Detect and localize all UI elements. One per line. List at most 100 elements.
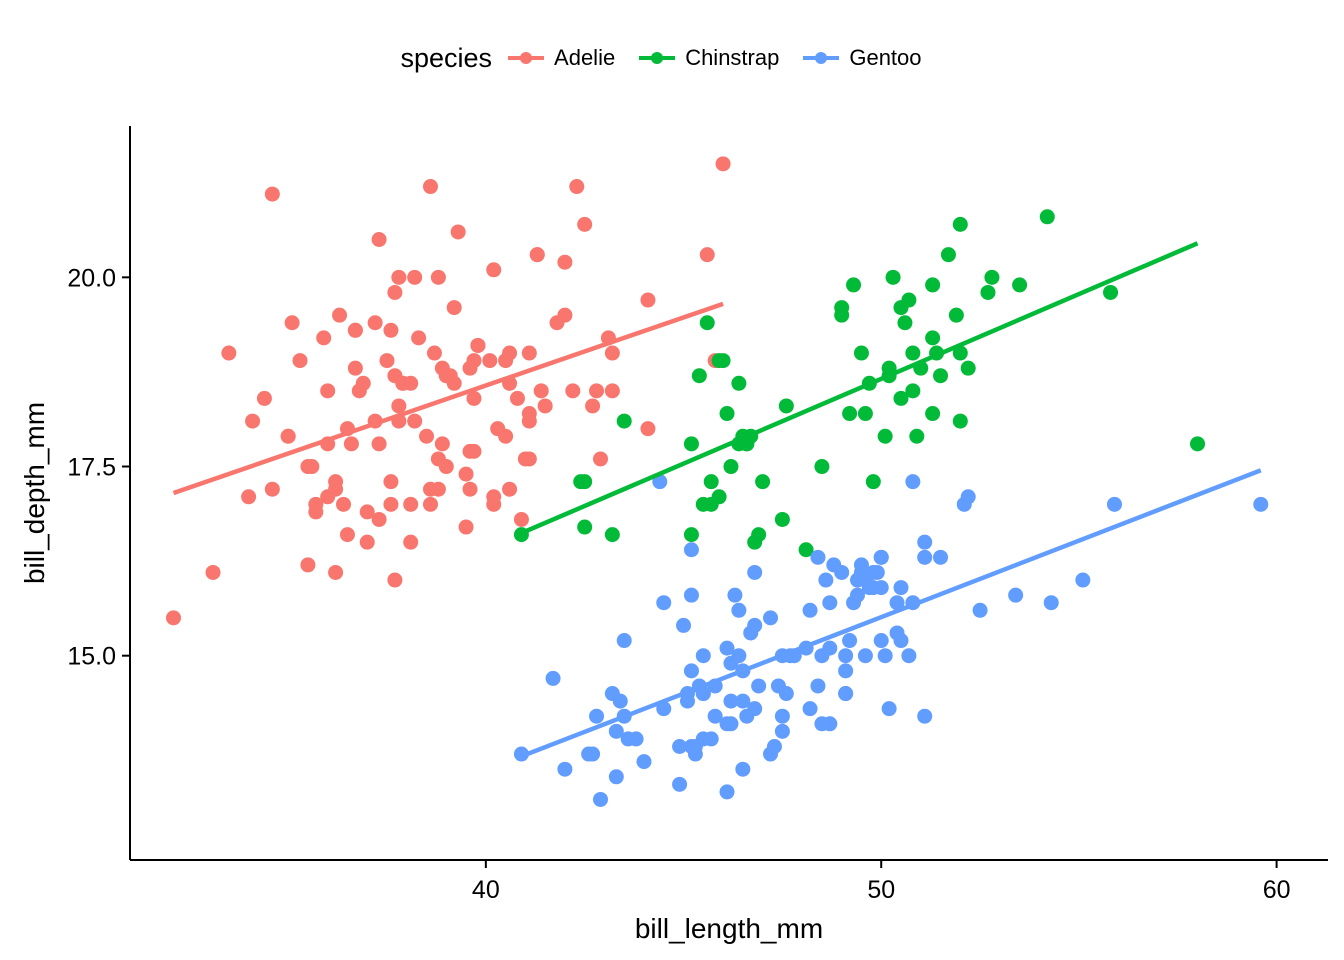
point-gentoo-73 <box>822 716 838 732</box>
point-adelie-119 <box>486 489 502 505</box>
point-gentoo-43 <box>727 587 743 603</box>
point-adelie-120 <box>438 368 454 384</box>
point-adelie-44 <box>387 284 403 300</box>
point-chinstrap-24 <box>755 474 771 490</box>
point-gentoo-15 <box>636 754 652 770</box>
point-chinstrap-34 <box>857 406 873 422</box>
point-gentoo-25 <box>683 542 699 558</box>
point-chinstrap-16 <box>723 459 739 475</box>
point-gentoo-45 <box>731 602 747 618</box>
point-adelie-39 <box>379 353 395 369</box>
point-gentoo-66 <box>802 701 818 717</box>
point-adelie-82 <box>502 345 518 361</box>
point-chinstrap-40 <box>885 269 901 285</box>
point-adelie-38 <box>371 511 387 527</box>
point-adelie-7 <box>264 481 280 497</box>
point-gentoo-34 <box>703 731 719 747</box>
point-chinstrap-55 <box>948 307 964 323</box>
point-chinstrap-31 <box>842 406 858 422</box>
y-axis-title: bill_depth_mm <box>19 402 50 584</box>
point-adelie-103 <box>604 345 620 361</box>
point-chinstrap-28 <box>814 459 830 475</box>
points-layer <box>165 156 1269 807</box>
point-chinstrap-63 <box>1039 209 1055 225</box>
point-gentoo-119 <box>838 686 854 702</box>
point-adelie-21 <box>328 564 344 580</box>
point-chinstrap-8 <box>691 368 707 384</box>
point-chinstrap-61 <box>984 269 1000 285</box>
point-gentoo-100 <box>893 633 909 649</box>
point-gentoo-20 <box>672 738 688 754</box>
point-gentoo-112 <box>1008 587 1024 603</box>
point-gentoo-96 <box>877 648 893 664</box>
point-adelie-122 <box>529 247 545 263</box>
point-gentoo-38 <box>719 640 735 656</box>
point-adelie-117 <box>383 474 399 490</box>
point-adelie-12 <box>300 557 316 573</box>
point-gentoo-41 <box>723 693 739 709</box>
point-adelie-111 <box>347 322 363 338</box>
point-gentoo-33 <box>695 648 711 664</box>
legend-item-chinstrap: Chinstrap <box>637 45 779 71</box>
point-chinstrap-37 <box>877 428 893 444</box>
point-adelie-118 <box>403 534 419 550</box>
point-adelie-0 <box>165 610 181 626</box>
point-adelie-68 <box>450 224 466 240</box>
point-gentoo-44 <box>731 648 747 664</box>
point-chinstrap-26 <box>778 398 794 414</box>
point-adelie-16 <box>316 330 332 346</box>
x-tick-label-2: 60 <box>1263 876 1291 904</box>
point-chinstrap-27 <box>798 542 814 558</box>
point-gentoo-102 <box>901 648 917 664</box>
y-tick-label-0: 15.0 <box>67 643 116 671</box>
legend-item-adelie: Adelie <box>506 45 615 71</box>
point-adelie-51 <box>407 269 423 285</box>
point-gentoo-53 <box>747 564 763 580</box>
point-gentoo-101 <box>893 580 909 596</box>
y-tick-label-1: 17.5 <box>67 454 116 482</box>
point-gentoo-106 <box>917 549 933 565</box>
point-adelie-80 <box>498 428 514 444</box>
point-adelie-110 <box>280 428 296 444</box>
point-adelie-3 <box>241 489 257 505</box>
point-chinstrap-30 <box>834 300 850 316</box>
legend-title: species <box>400 42 493 73</box>
point-gentoo-116 <box>1253 496 1269 512</box>
point-adelie-73 <box>466 443 482 459</box>
point-gentoo-111 <box>972 602 988 618</box>
legend-label-chinstrap: Chinstrap <box>685 45 780 70</box>
point-gentoo-69 <box>810 549 826 565</box>
point-adelie-62 <box>434 436 450 452</box>
point-chinstrap-42 <box>893 390 909 406</box>
point-gentoo-54 <box>751 678 767 694</box>
point-adelie-36 <box>371 232 387 248</box>
point-adelie-19 <box>320 383 336 399</box>
fit-layer <box>172 241 1262 759</box>
point-adelie-99 <box>585 398 601 414</box>
point-adelie-1 <box>205 564 221 580</box>
point-chinstrap-11 <box>703 474 719 490</box>
point-adelie-109 <box>715 156 731 172</box>
point-adelie-115 <box>521 413 537 429</box>
point-gentoo-6 <box>593 791 609 807</box>
legend-key-chinstrap-icon <box>639 52 676 64</box>
point-adelie-26 <box>339 527 355 543</box>
point-gentoo-5 <box>589 708 605 724</box>
point-gentoo-87 <box>857 648 873 664</box>
point-adelie-107 <box>699 247 715 263</box>
point-gentoo-8 <box>608 723 624 739</box>
point-gentoo-1 <box>545 670 561 686</box>
point-adelie-66 <box>446 300 462 316</box>
point-chinstrap-65 <box>1190 436 1206 452</box>
legend-key-gentoo-icon <box>803 52 840 64</box>
point-adelie-31 <box>355 375 371 391</box>
point-gentoo-107 <box>917 534 933 550</box>
point-gentoo-59 <box>774 723 790 739</box>
point-gentoo-72 <box>818 572 834 588</box>
point-gentoo-26 <box>683 663 699 679</box>
point-gentoo-92 <box>869 564 885 580</box>
point-adelie-60 <box>430 269 446 285</box>
point-adelie-89 <box>521 451 537 467</box>
point-adelie-116 <box>466 390 482 406</box>
point-adelie-104 <box>604 383 620 399</box>
